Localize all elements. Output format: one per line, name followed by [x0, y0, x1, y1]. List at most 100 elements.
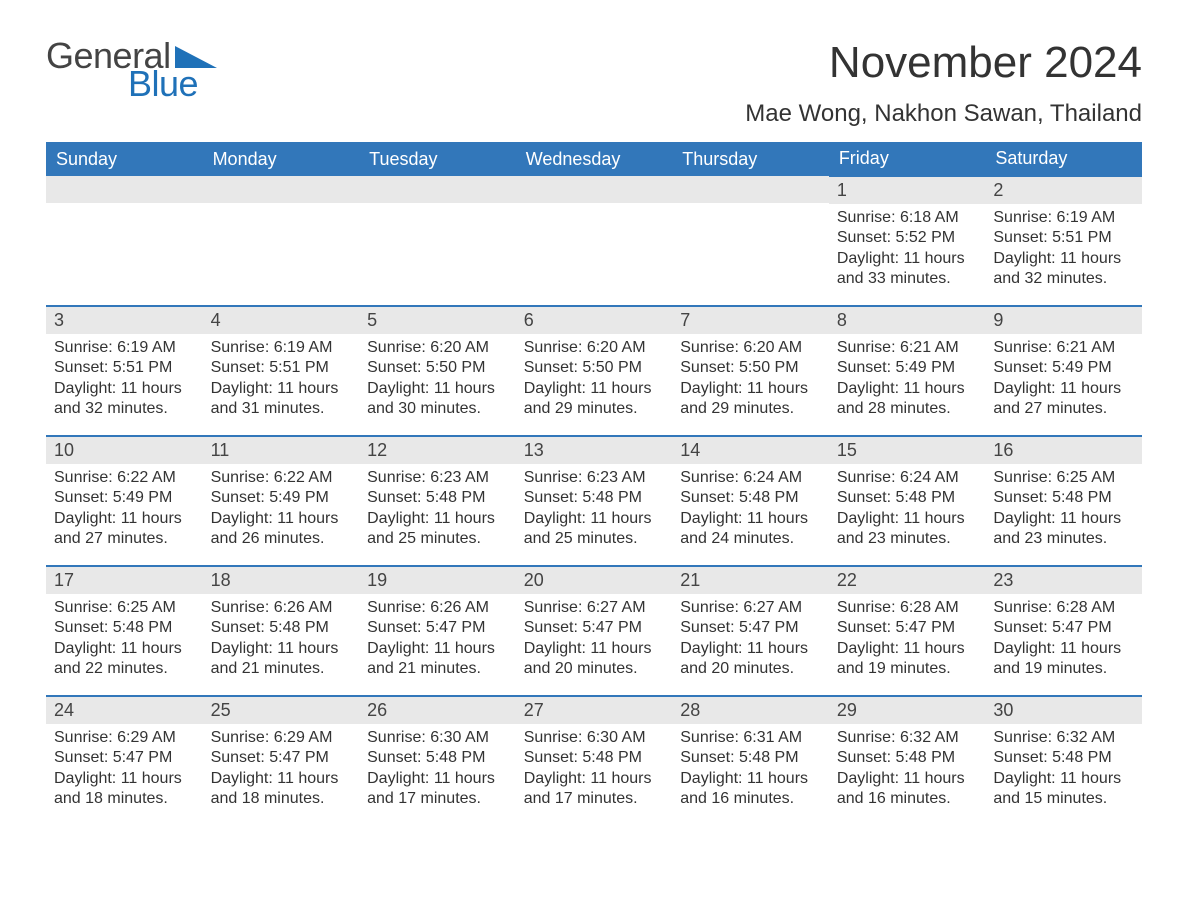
day-number: 28: [672, 697, 829, 724]
day-number: 15: [829, 437, 986, 464]
day-sunset-line: Sunset: 5:47 PM: [837, 618, 978, 638]
day-daylight1-line: Daylight: 11 hours: [993, 639, 1134, 659]
day-sunrise-line: Sunrise: 6:24 AM: [680, 468, 821, 488]
weekday-header: Monday: [203, 142, 360, 176]
day-sunset-line: Sunset: 5:49 PM: [211, 488, 352, 508]
calendar-day-cell: 6Sunrise: 6:20 AMSunset: 5:50 PMDaylight…: [516, 306, 673, 436]
day-daylight2-line: and 29 minutes.: [680, 399, 821, 419]
day-sunrise-line: Sunrise: 6:27 AM: [524, 598, 665, 618]
day-detail: Sunrise: 6:19 AMSunset: 5:51 PMDaylight:…: [203, 334, 360, 426]
day-number: 24: [46, 697, 203, 724]
day-sunrise-line: Sunrise: 6:19 AM: [993, 208, 1134, 228]
day-number: 16: [985, 437, 1142, 464]
day-sunrise-line: Sunrise: 6:27 AM: [680, 598, 821, 618]
day-detail: Sunrise: 6:27 AMSunset: 5:47 PMDaylight:…: [516, 594, 673, 686]
day-sunrise-line: Sunrise: 6:20 AM: [524, 338, 665, 358]
calendar-day-cell: 8Sunrise: 6:21 AMSunset: 5:49 PMDaylight…: [829, 306, 986, 436]
day-number: 17: [46, 567, 203, 594]
day-sunset-line: Sunset: 5:48 PM: [837, 488, 978, 508]
day-detail: Sunrise: 6:23 AMSunset: 5:48 PMDaylight:…: [516, 464, 673, 556]
day-sunrise-line: Sunrise: 6:18 AM: [837, 208, 978, 228]
day-detail: Sunrise: 6:22 AMSunset: 5:49 PMDaylight:…: [46, 464, 203, 556]
day-detail: Sunrise: 6:18 AMSunset: 5:52 PMDaylight:…: [829, 204, 986, 296]
day-sunrise-line: Sunrise: 6:25 AM: [54, 598, 195, 618]
day-sunrise-line: Sunrise: 6:23 AM: [524, 468, 665, 488]
day-number: 5: [359, 307, 516, 334]
day-sunrise-line: Sunrise: 6:22 AM: [211, 468, 352, 488]
day-sunset-line: Sunset: 5:47 PM: [54, 748, 195, 768]
calendar-day-cell: 23Sunrise: 6:28 AMSunset: 5:47 PMDayligh…: [985, 566, 1142, 696]
brand-word-2: Blue: [128, 66, 217, 102]
day-sunset-line: Sunset: 5:49 PM: [54, 488, 195, 508]
day-detail: Sunrise: 6:26 AMSunset: 5:47 PMDaylight:…: [359, 594, 516, 686]
day-detail: Sunrise: 6:29 AMSunset: 5:47 PMDaylight:…: [46, 724, 203, 816]
day-sunset-line: Sunset: 5:47 PM: [367, 618, 508, 638]
day-daylight1-line: Daylight: 11 hours: [993, 249, 1134, 269]
day-daylight1-line: Daylight: 11 hours: [993, 509, 1134, 529]
day-detail: Sunrise: 6:32 AMSunset: 5:48 PMDaylight:…: [985, 724, 1142, 816]
day-detail: Sunrise: 6:24 AMSunset: 5:48 PMDaylight:…: [829, 464, 986, 556]
day-sunrise-line: Sunrise: 6:24 AM: [837, 468, 978, 488]
day-daylight2-line: and 26 minutes.: [211, 529, 352, 549]
day-daylight2-line: and 20 minutes.: [680, 659, 821, 679]
day-daylight1-line: Daylight: 11 hours: [680, 639, 821, 659]
weekday-header: Friday: [829, 142, 986, 176]
day-daylight1-line: Daylight: 11 hours: [993, 769, 1134, 789]
day-daylight1-line: Daylight: 11 hours: [211, 769, 352, 789]
day-daylight1-line: Daylight: 11 hours: [680, 379, 821, 399]
day-number: 11: [203, 437, 360, 464]
day-daylight1-line: Daylight: 11 hours: [524, 769, 665, 789]
day-detail: Sunrise: 6:19 AMSunset: 5:51 PMDaylight:…: [46, 334, 203, 426]
day-daylight1-line: Daylight: 11 hours: [367, 509, 508, 529]
day-daylight2-line: and 31 minutes.: [211, 399, 352, 419]
calendar-day-cell: 10Sunrise: 6:22 AMSunset: 5:49 PMDayligh…: [46, 436, 203, 566]
day-number: 13: [516, 437, 673, 464]
day-sunset-line: Sunset: 5:49 PM: [837, 358, 978, 378]
day-number: 2: [985, 177, 1142, 204]
weekday-header: Tuesday: [359, 142, 516, 176]
calendar-day-cell: 15Sunrise: 6:24 AMSunset: 5:48 PMDayligh…: [829, 436, 986, 566]
day-number-blank: [516, 176, 673, 203]
day-daylight1-line: Daylight: 11 hours: [367, 769, 508, 789]
calendar-day-cell: [516, 176, 673, 306]
day-number-blank: [46, 176, 203, 203]
calendar-day-cell: 9Sunrise: 6:21 AMSunset: 5:49 PMDaylight…: [985, 306, 1142, 436]
day-daylight2-line: and 30 minutes.: [367, 399, 508, 419]
day-sunset-line: Sunset: 5:47 PM: [211, 748, 352, 768]
day-daylight1-line: Daylight: 11 hours: [211, 509, 352, 529]
day-sunrise-line: Sunrise: 6:29 AM: [54, 728, 195, 748]
calendar-table: Sunday Monday Tuesday Wednesday Thursday…: [46, 142, 1142, 816]
calendar-day-cell: 19Sunrise: 6:26 AMSunset: 5:47 PMDayligh…: [359, 566, 516, 696]
day-sunset-line: Sunset: 5:47 PM: [993, 618, 1134, 638]
day-detail: Sunrise: 6:27 AMSunset: 5:47 PMDaylight:…: [672, 594, 829, 686]
day-number-blank: [672, 176, 829, 203]
calendar-day-cell: 22Sunrise: 6:28 AMSunset: 5:47 PMDayligh…: [829, 566, 986, 696]
day-detail: Sunrise: 6:23 AMSunset: 5:48 PMDaylight:…: [359, 464, 516, 556]
day-number-blank: [359, 176, 516, 203]
day-daylight2-line: and 25 minutes.: [367, 529, 508, 549]
day-detail: Sunrise: 6:29 AMSunset: 5:47 PMDaylight:…: [203, 724, 360, 816]
weekday-header: Sunday: [46, 142, 203, 176]
day-detail: Sunrise: 6:28 AMSunset: 5:47 PMDaylight:…: [985, 594, 1142, 686]
weekday-header: Wednesday: [516, 142, 673, 176]
day-daylight2-line: and 28 minutes.: [837, 399, 978, 419]
calendar-day-cell: 25Sunrise: 6:29 AMSunset: 5:47 PMDayligh…: [203, 696, 360, 816]
calendar-day-cell: 27Sunrise: 6:30 AMSunset: 5:48 PMDayligh…: [516, 696, 673, 816]
day-detail: Sunrise: 6:20 AMSunset: 5:50 PMDaylight:…: [359, 334, 516, 426]
day-daylight1-line: Daylight: 11 hours: [367, 639, 508, 659]
day-detail: Sunrise: 6:21 AMSunset: 5:49 PMDaylight:…: [829, 334, 986, 426]
calendar-day-cell: 28Sunrise: 6:31 AMSunset: 5:48 PMDayligh…: [672, 696, 829, 816]
day-sunset-line: Sunset: 5:48 PM: [367, 748, 508, 768]
header-bar: General Blue November 2024 Mae Wong, Nak…: [46, 38, 1142, 128]
calendar-week-row: 3Sunrise: 6:19 AMSunset: 5:51 PMDaylight…: [46, 306, 1142, 436]
day-sunset-line: Sunset: 5:48 PM: [993, 488, 1134, 508]
day-number: 27: [516, 697, 673, 724]
day-daylight1-line: Daylight: 11 hours: [680, 509, 821, 529]
day-detail: Sunrise: 6:25 AMSunset: 5:48 PMDaylight:…: [46, 594, 203, 686]
day-sunrise-line: Sunrise: 6:19 AM: [54, 338, 195, 358]
weekday-header: Thursday: [672, 142, 829, 176]
calendar-day-cell: 1Sunrise: 6:18 AMSunset: 5:52 PMDaylight…: [829, 176, 986, 306]
calendar-day-cell: 7Sunrise: 6:20 AMSunset: 5:50 PMDaylight…: [672, 306, 829, 436]
day-daylight2-line: and 18 minutes.: [211, 789, 352, 809]
calendar-day-cell: 5Sunrise: 6:20 AMSunset: 5:50 PMDaylight…: [359, 306, 516, 436]
